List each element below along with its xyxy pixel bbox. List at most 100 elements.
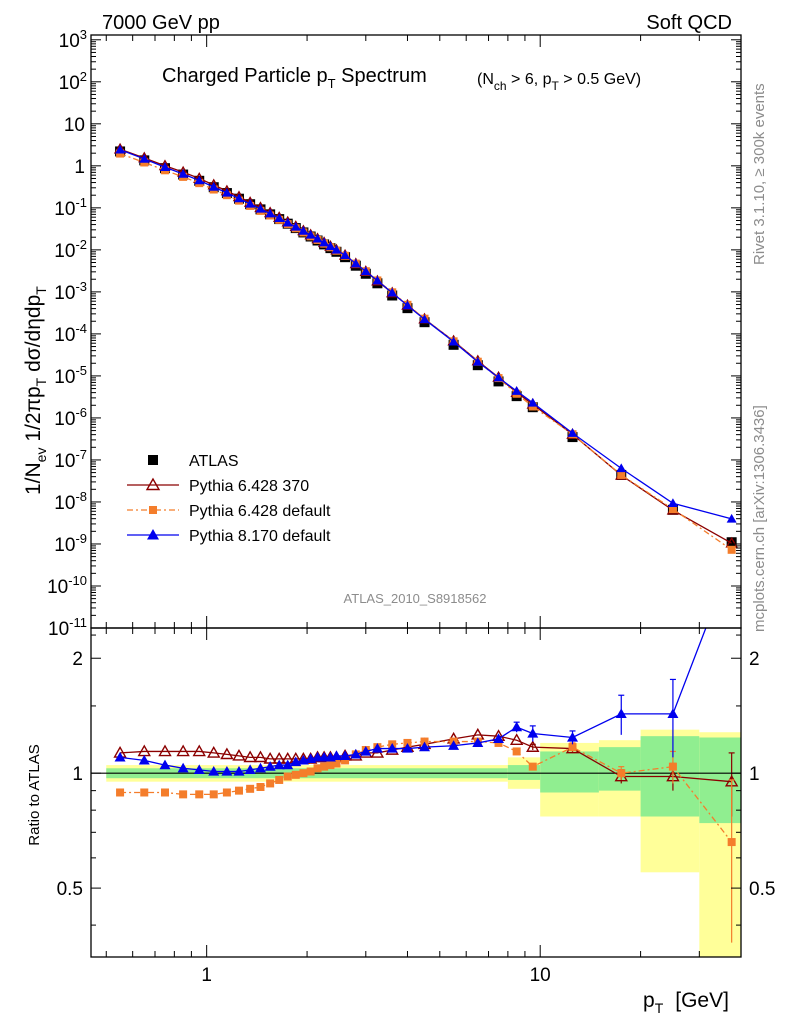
header-left: 7000 GeV pp	[102, 12, 220, 34]
main-series-point	[726, 513, 737, 523]
ratio-series-point	[253, 750, 268, 763]
legend-marker	[149, 506, 157, 514]
mcplots-label: mcplots.cern.ch [arXiv:1306.3436]	[751, 405, 768, 632]
y-tick-label: 10-4	[54, 321, 87, 346]
main-series-point	[116, 149, 125, 158]
ratio-series-point	[332, 759, 341, 768]
ratio-series-point	[419, 741, 431, 752]
svg-text:1/Nev 1/2πpT dσ/dηdpT: 1/Nev 1/2πpT dσ/dηdpT	[22, 286, 49, 495]
ratio-ylabel: Ratio to ATLAS	[26, 744, 43, 845]
main-series-point	[139, 153, 150, 163]
ratio-series-point	[222, 788, 231, 797]
main-series-point	[419, 314, 430, 324]
main-series-point	[208, 182, 219, 191]
y-tick-label: 10-9	[54, 531, 87, 556]
ratio-series-point	[232, 748, 246, 761]
ratio-series-point	[220, 747, 234, 760]
ratio-series-point	[420, 737, 429, 746]
ratio-series-point	[243, 750, 257, 763]
main-series-point	[245, 198, 256, 208]
legend-label: Pythia 6.428 default	[189, 503, 331, 520]
rivet-version-label: Rivet 3.1.10, ≥ 300k events	[751, 83, 768, 265]
legend-label: Pythia 8.170 default	[189, 528, 331, 545]
main-series-point	[402, 300, 413, 310]
ratio-series-point	[567, 731, 579, 742]
ratio-series-point	[275, 775, 284, 784]
ratio-series-point	[264, 761, 276, 771]
y-tick-label: 10-3	[54, 279, 87, 304]
ratio-series-point	[326, 761, 335, 770]
main-series-point	[325, 241, 336, 251]
ratio-series-point	[360, 745, 372, 756]
legend-marker	[145, 477, 161, 491]
ratio-series-point	[509, 733, 524, 746]
y-tick-label: 10-10	[47, 573, 87, 598]
ratio-series-point	[160, 788, 169, 797]
main-series-point	[493, 372, 504, 382]
ratio-series-point	[116, 788, 125, 797]
main-series-point	[617, 470, 626, 479]
ratio-series-point	[195, 790, 204, 799]
main-series-point	[194, 175, 205, 185]
y-tick-label: 10-5	[54, 363, 87, 388]
legend-label: Pythia 6.428 370	[189, 478, 309, 495]
ratio-series-point	[330, 750, 342, 760]
ratio-series-point	[313, 764, 322, 773]
band-green	[540, 751, 599, 793]
ratio-series-point	[528, 762, 537, 771]
ratio-series-point	[176, 744, 190, 757]
ratio-series-point	[403, 738, 412, 747]
ratio-tick-label-right: 0.5	[749, 879, 775, 900]
ratio-series-point	[137, 744, 151, 757]
ratio-series-point	[371, 743, 383, 753]
ratio-series-point	[233, 766, 245, 776]
ratio-series-point	[526, 740, 540, 752]
main-series-point	[312, 233, 323, 243]
main-series-point	[616, 463, 627, 473]
ratio-series-point	[207, 745, 221, 758]
main-series-point	[298, 226, 309, 235]
main-series-point	[159, 162, 170, 172]
svg-text:Charged Particle pT Spectrum: Charged Particle pT Spectrum	[162, 65, 427, 91]
ratio-series-point	[158, 744, 172, 757]
main-series-point	[727, 545, 736, 554]
ratio-series-point	[668, 762, 677, 771]
chart-title: Charged Particle pT Spectrum (Nch > 6, p…	[162, 65, 641, 93]
main-series-point	[115, 144, 126, 154]
y-tick-label: 1	[74, 157, 85, 178]
ratio-series-point	[140, 788, 149, 797]
header-right: Soft QCD	[646, 12, 732, 34]
main-series-point	[331, 244, 342, 254]
main-series-point	[527, 397, 538, 407]
ratio-series-point	[244, 764, 256, 775]
ratio-panel-series	[113, 628, 739, 943]
chart-subtitle: (Nch > 6, pT > 0.5 GeV)	[477, 71, 641, 93]
ratio-series-point	[246, 784, 255, 793]
ratio-series-point	[727, 838, 736, 847]
ratio-series-point	[299, 769, 308, 778]
main-series-point	[178, 169, 189, 178]
ratio-series-point	[401, 743, 413, 753]
main-series-point	[290, 221, 301, 231]
main-series-point	[282, 217, 293, 227]
ratio-series-point	[291, 770, 300, 779]
y-tick-label: 10	[64, 115, 85, 136]
main-series-point	[233, 193, 244, 203]
ratio-series-point	[159, 759, 171, 770]
analysis-tag: ATLAS_2010_S8918562	[344, 591, 487, 606]
main-series-point	[255, 203, 266, 213]
main-series-point	[221, 187, 232, 197]
ratio-series-point	[306, 767, 315, 776]
main-series-point	[305, 229, 316, 239]
ratio-series-point	[208, 766, 220, 776]
ratio-tick-label-left: 2	[72, 649, 83, 670]
x-axis-label: pT [GeV]	[643, 989, 729, 1016]
ratio-series-point	[177, 762, 189, 773]
band-green	[598, 747, 641, 791]
ratio-series-point	[350, 748, 362, 759]
ratio-series-point	[283, 772, 292, 781]
ratio-tick-label-right: 1	[749, 764, 760, 785]
main-series-point	[667, 498, 678, 508]
x-tick-label: 10	[530, 965, 551, 986]
ratio-series-point	[179, 790, 188, 799]
